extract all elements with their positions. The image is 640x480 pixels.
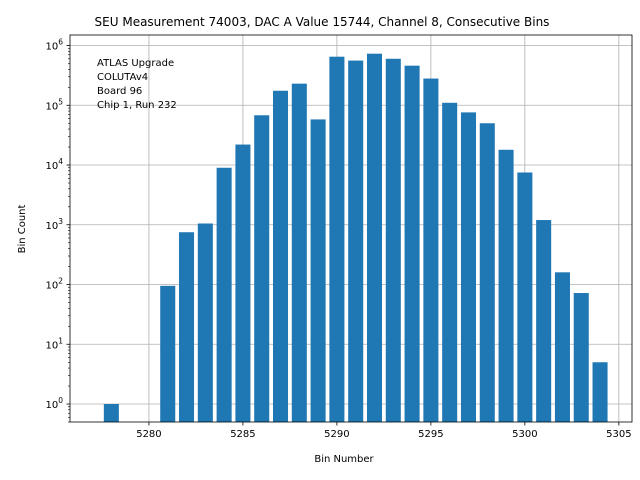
bar bbox=[385, 58, 401, 422]
bar bbox=[348, 60, 364, 423]
bar bbox=[460, 112, 476, 423]
bar bbox=[179, 232, 195, 422]
plot-frame bbox=[69, 34, 633, 423]
y-axis-label: Bin Count bbox=[17, 204, 28, 253]
bar bbox=[160, 285, 176, 422]
bar bbox=[536, 220, 552, 422]
bar bbox=[103, 404, 119, 422]
y-tick-label: 101 bbox=[45, 336, 63, 351]
x-tick-label: 5305 bbox=[606, 429, 631, 440]
bar bbox=[235, 144, 251, 422]
bar bbox=[592, 362, 608, 422]
bar bbox=[498, 149, 514, 423]
bar bbox=[216, 167, 232, 422]
chart-title: SEU Measurement 74003, DAC A Value 15744… bbox=[95, 15, 550, 29]
bar bbox=[366, 53, 383, 422]
bar bbox=[254, 115, 270, 422]
bar bbox=[329, 56, 345, 422]
x-tick-label: 5300 bbox=[512, 429, 537, 440]
y-tick-label: 106 bbox=[45, 38, 63, 53]
bar bbox=[554, 272, 570, 422]
annotation-box: ATLAS Upgrade COLUTAv4 Board 96 Chip 1, Ru… bbox=[97, 58, 177, 111]
axis-ticks: 5280 5285 5290 5295 5300 5305 100 101 102 103 104 1… bbox=[45, 38, 631, 440]
x-tick-label: 5295 bbox=[418, 429, 443, 440]
x-tick-label: 5280 bbox=[136, 429, 161, 440]
bar bbox=[310, 119, 326, 423]
y-tick-label: 102 bbox=[45, 277, 63, 292]
y-tick-label: 100 bbox=[45, 396, 63, 411]
bar bbox=[197, 223, 213, 422]
y-tick-label: 104 bbox=[45, 157, 63, 172]
y-tick-label: 103 bbox=[45, 217, 63, 232]
bar bbox=[479, 123, 495, 423]
bar bbox=[291, 83, 307, 422]
bar bbox=[517, 172, 533, 422]
bar bbox=[404, 65, 420, 423]
annotation-line: COLUTAv4 bbox=[97, 72, 148, 83]
annotation-line: ATLAS Upgrade bbox=[97, 58, 174, 69]
x-axis-label: Bin Number bbox=[314, 454, 374, 465]
bar-series bbox=[103, 53, 608, 423]
bar bbox=[272, 90, 289, 422]
x-tick-label: 5285 bbox=[230, 429, 255, 440]
annotation-line: Chip 1, Run 232 bbox=[97, 100, 177, 111]
x-tick-label: 5290 bbox=[324, 429, 349, 440]
bar bbox=[442, 102, 458, 422]
bar bbox=[423, 78, 439, 423]
y-tick-label: 105 bbox=[45, 97, 63, 112]
annotation-line: Board 96 bbox=[97, 86, 142, 97]
bar bbox=[573, 293, 589, 422]
